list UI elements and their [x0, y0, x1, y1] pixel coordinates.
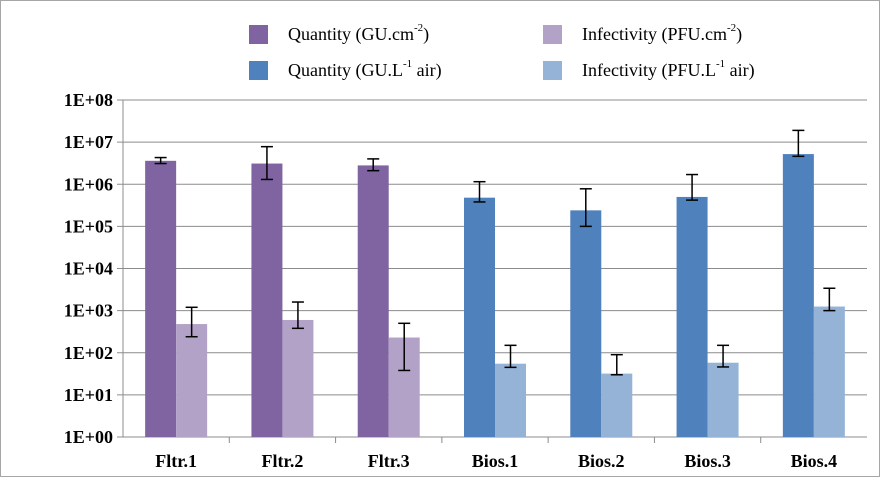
legend-item-infectivity-pfu-l-air: Infectivity (PFU.L-1 air)	[543, 58, 755, 81]
legend-label: Quantity (GU.cm-2)	[288, 22, 430, 45]
legend-swatch	[249, 61, 268, 80]
legend-swatch	[249, 25, 268, 44]
bar	[495, 363, 526, 437]
bar	[676, 196, 708, 437]
bar	[707, 362, 739, 437]
x-tick-label: Bios.2	[578, 451, 625, 471]
legend-label: Quantity (GU.L-1 air)	[288, 58, 442, 81]
legend-item-quantity-gu-l-air: Quantity (GU.L-1 air)	[249, 58, 442, 81]
bar	[813, 306, 845, 437]
y-tick-label: 1E+06	[64, 174, 113, 194]
legend-swatch	[543, 25, 562, 44]
bar	[282, 319, 314, 437]
bar	[176, 324, 208, 437]
bar	[570, 210, 602, 437]
bar	[464, 197, 495, 437]
y-tick-label: 1E+01	[64, 385, 113, 405]
x-tick-label: Bios.1	[472, 451, 519, 471]
y-tick-label: 1E+08	[64, 90, 113, 110]
y-tick-label: 1E+07	[64, 132, 113, 152]
bar	[251, 163, 283, 437]
bar	[357, 165, 389, 438]
y-tick-label: 1E+02	[64, 343, 113, 363]
legend-swatch	[543, 61, 562, 80]
x-tick-label: Bios.4	[791, 451, 838, 471]
bar	[601, 373, 633, 437]
bar	[145, 160, 177, 438]
bar	[782, 154, 814, 437]
legend-item-quantity-gu-cm2: Quantity (GU.cm-2)	[249, 22, 430, 45]
x-tick-label: Fltr.1	[155, 451, 197, 471]
y-tick-label: 1E+04	[64, 259, 113, 279]
x-tick-label: Fltr.2	[262, 451, 304, 471]
x-tick-label: Fltr.3	[368, 451, 410, 471]
legend-label: Infectivity (PFU.L-1 air)	[582, 58, 755, 81]
y-tick-label: 1E+05	[64, 216, 113, 236]
legend-label: Infectivity (PFU.cm-2)	[582, 22, 743, 45]
legend-item-infectivity-pfu-cm2: Infectivity (PFU.cm-2)	[543, 22, 743, 45]
x-tick-label: Bios.3	[684, 451, 731, 471]
y-tick-label: 1E+03	[64, 301, 113, 321]
y-tick-label: 1E+00	[64, 427, 113, 447]
